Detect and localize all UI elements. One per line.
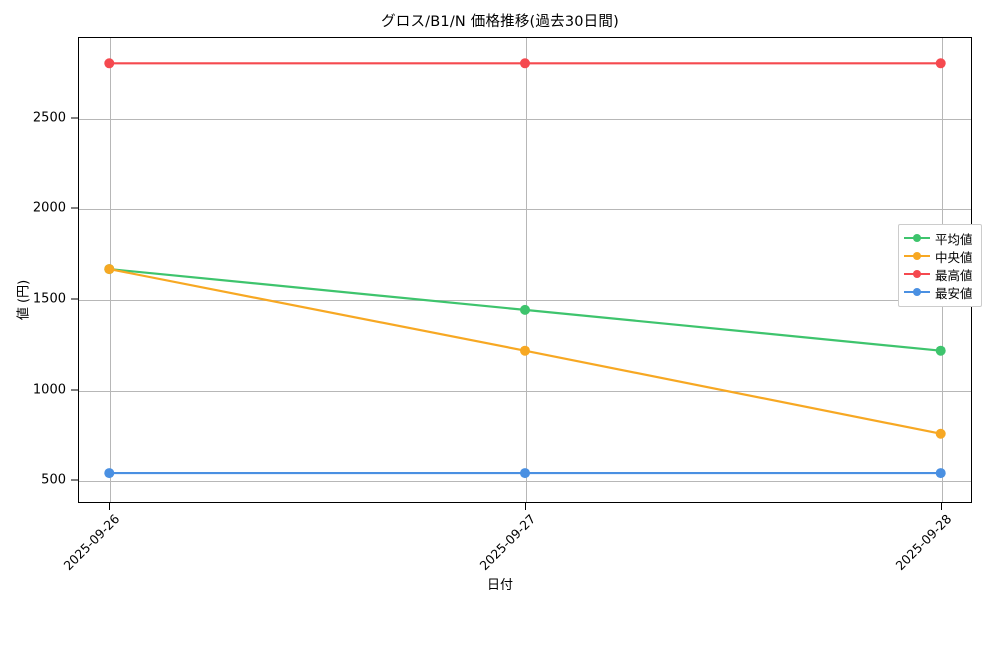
gridline-x-2025-09-26 (110, 38, 112, 502)
y-tick-mark-500 (71, 479, 78, 481)
x-tick-mark-2025-09-28 (940, 503, 942, 510)
gridline-y-1000 (79, 390, 971, 392)
x-tick-mark-2025-09-26 (109, 503, 111, 510)
plot-area (78, 37, 972, 503)
y-tick-label-500: 500 (41, 472, 66, 488)
legend-label: 中央値 (935, 249, 973, 265)
gridline-y-500 (79, 481, 971, 483)
chart-title: グロス/B1/N 価格推移(過去30日間) (381, 14, 619, 30)
y-tick-label-1000: 1000 (32, 382, 66, 398)
gridline-y-1500 (79, 300, 971, 301)
gridline-y-2000 (79, 209, 971, 211)
legend-swatch-icon (904, 250, 930, 262)
legend-swatch-icon (904, 268, 930, 280)
y-tick-label-1500: 1500 (32, 291, 66, 307)
y-tick-mark-2000 (71, 207, 78, 209)
legend-label: 最安値 (935, 285, 973, 301)
y-tick-label-2500: 2500 (32, 110, 66, 126)
legend-item-最高値[interactable]: 最高値 (904, 265, 976, 283)
legend-item-中央値[interactable]: 中央値 (904, 247, 976, 265)
gridline-x-2025-09-27 (526, 38, 527, 502)
y-tick-mark-1500 (71, 298, 78, 300)
gridline-y-2500 (79, 118, 971, 120)
legend-label: 最高値 (935, 267, 973, 283)
legend-label: 平均値 (935, 231, 973, 247)
legend-swatch-icon (904, 232, 930, 244)
x-tick-mark-2025-09-27 (525, 503, 526, 510)
y-tick-mark-1000 (71, 389, 78, 391)
chart-legend: 平均値中央値最高値最安値 (898, 224, 982, 307)
legend-item-平均値[interactable]: 平均値 (904, 229, 976, 247)
legend-swatch-icon (904, 286, 930, 298)
y-axis-label: 値 (円) (16, 279, 32, 321)
y-tick-mark-2500 (71, 117, 78, 119)
chart-figure: グロス/B1/N 価格推移(過去30日間) 値 (円) 日付 500 1000 15… (16, 14, 982, 593)
legend-item-最安値[interactable]: 最安値 (904, 283, 976, 301)
x-axis-label: 日付 (486, 578, 513, 593)
y-tick-label-2000: 2000 (32, 200, 66, 216)
